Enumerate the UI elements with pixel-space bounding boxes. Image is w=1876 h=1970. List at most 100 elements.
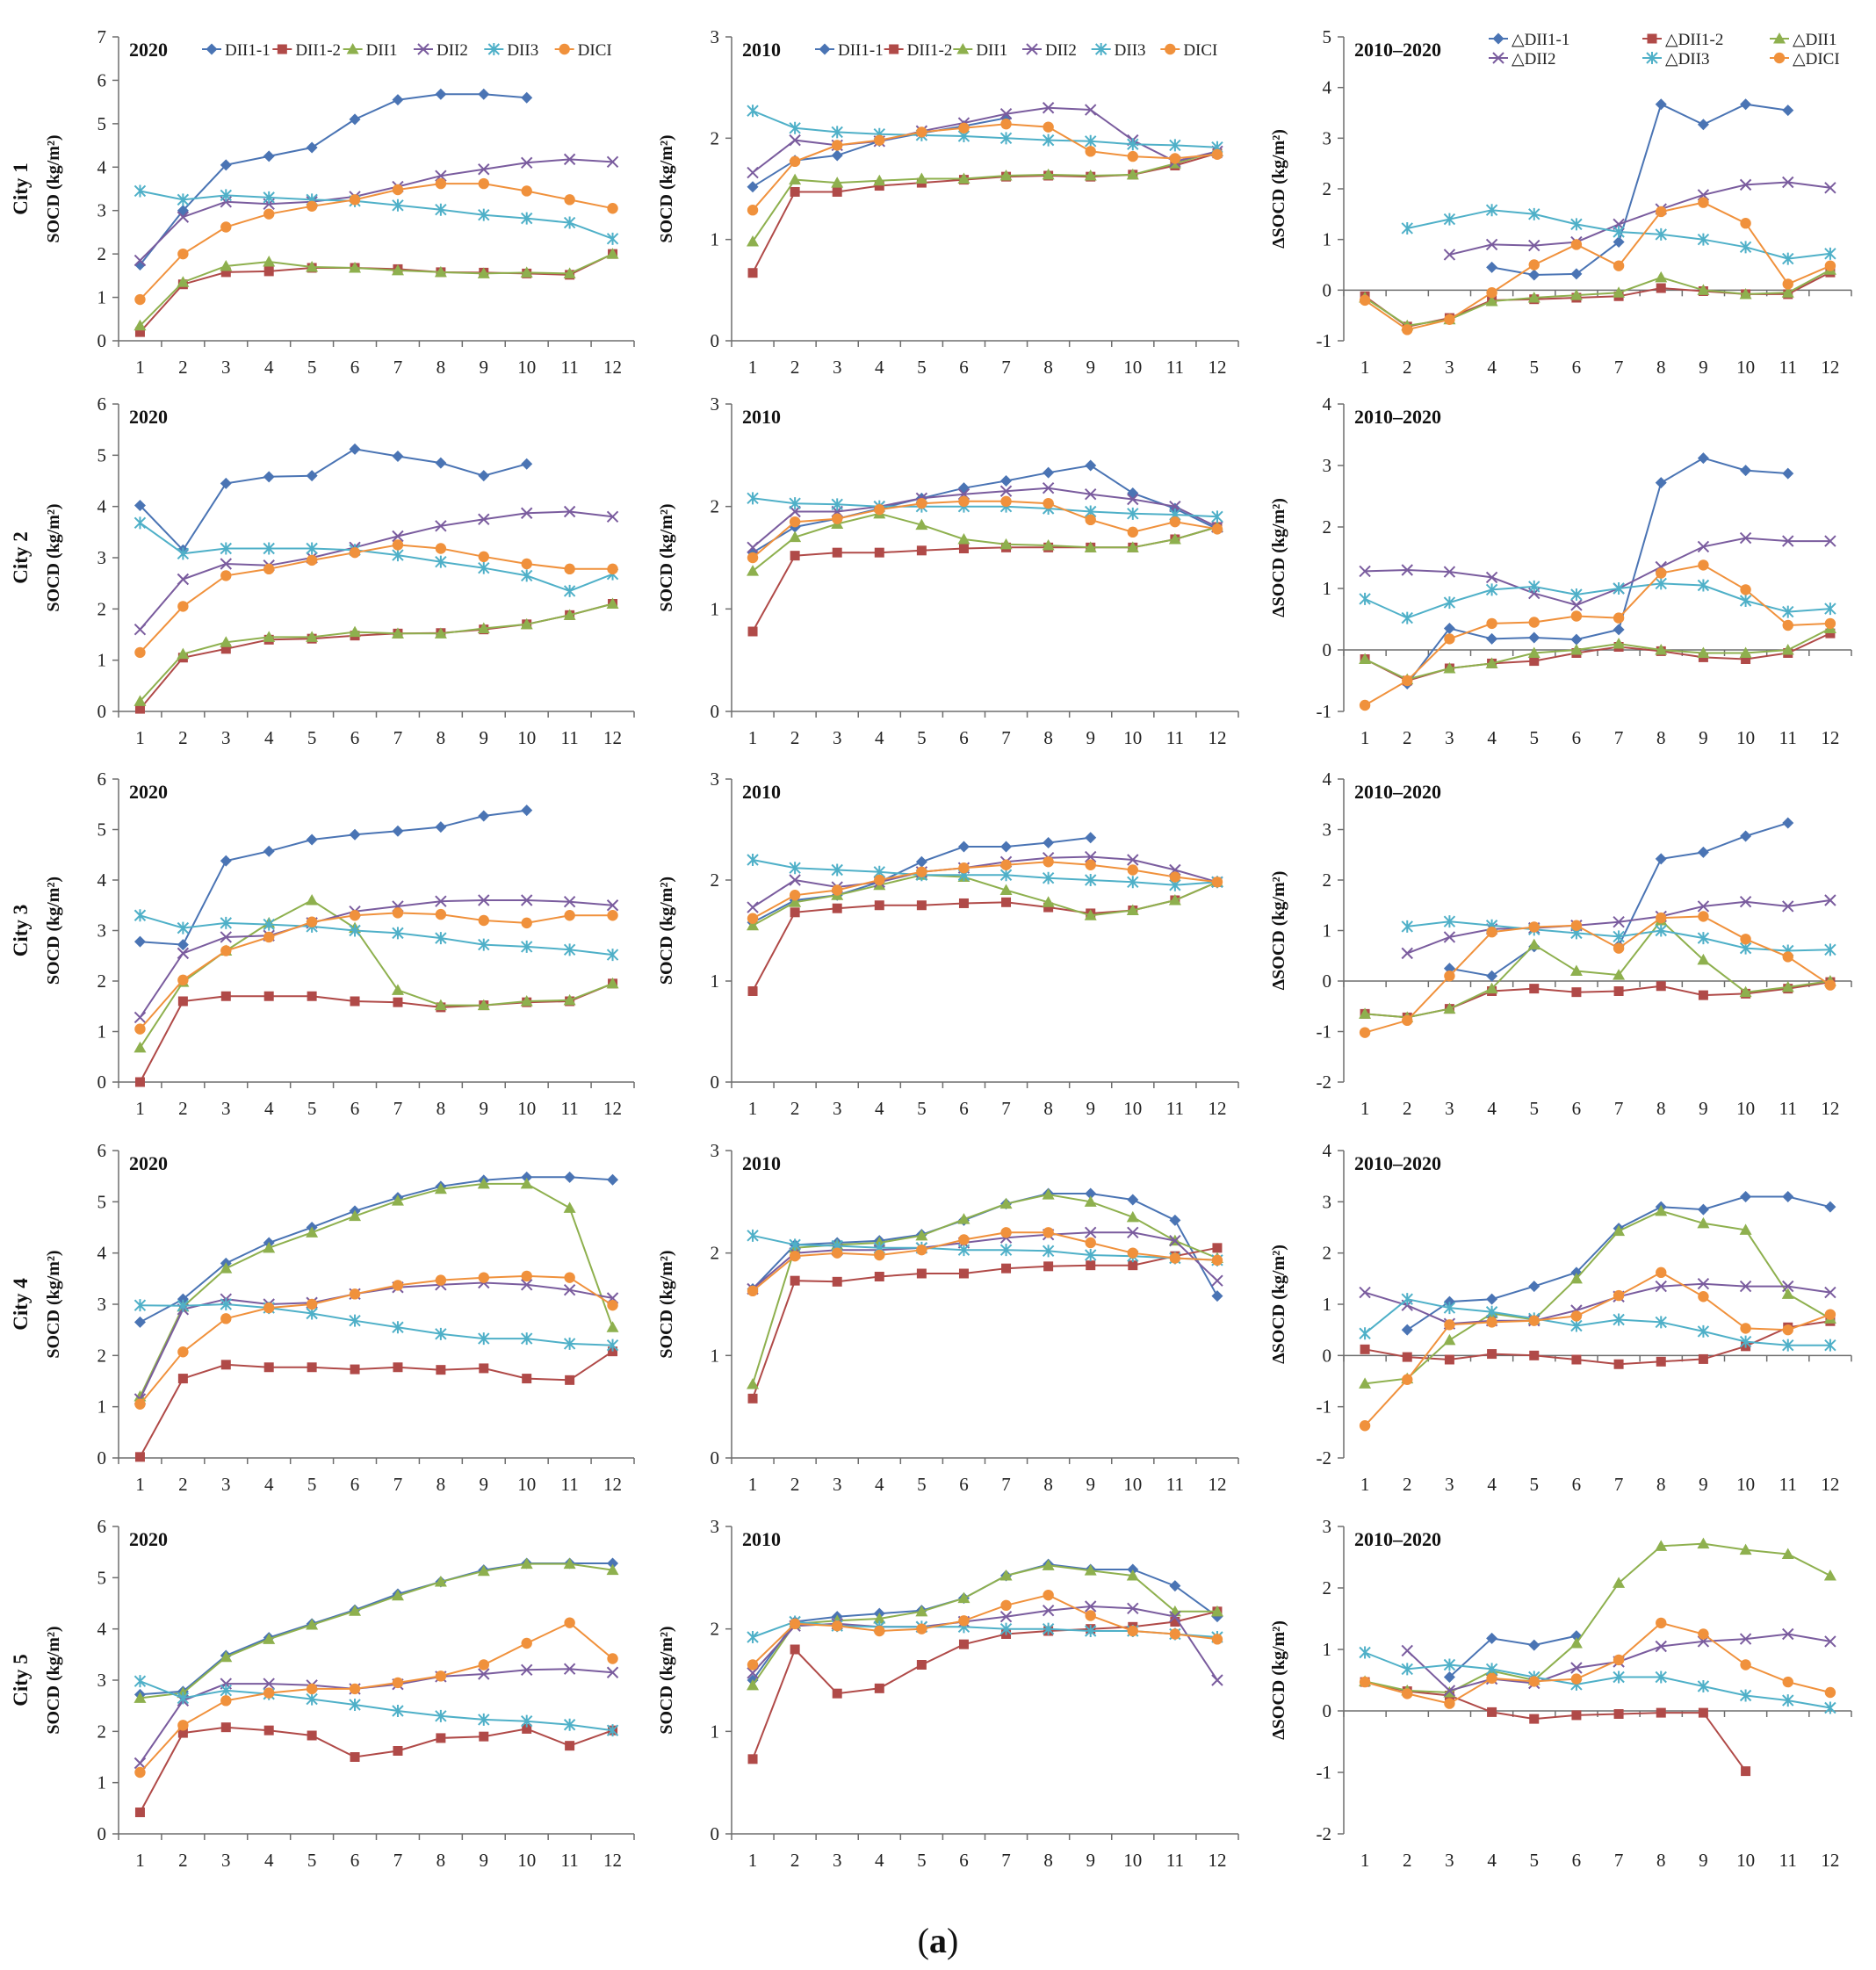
panel-3-3-point-DII1-2 (1529, 984, 1540, 994)
panel-2-1-ytick-label: 4 (97, 496, 107, 517)
panel-5-1-point-DII2 (263, 1678, 275, 1690)
panel-3-2-series-DII1 (747, 869, 1223, 931)
panel-5-1-series-DII1-2 (134, 1722, 618, 1817)
panel-2-1-xtick-label: 8 (437, 727, 446, 748)
panel-2-1-point-DICI (435, 543, 447, 554)
panel-2-2-point-DICI (958, 495, 970, 508)
panel-3-1-point-DICI (392, 907, 404, 919)
panel-1-3-point-DII2 (1739, 178, 1752, 191)
panel-1-3-point-DII3 (1613, 226, 1625, 239)
panel-1-2-point-DII1 (747, 235, 760, 247)
panel-5-1-point-DII1-1 (607, 1557, 619, 1570)
panel-2-1-point-DII1 (220, 636, 233, 647)
panel-4-1-line-DII1-1 (140, 1176, 613, 1324)
panel-2-1-point-DII1-1 (435, 457, 447, 469)
panel-2-2-xtick-label: 1 (748, 727, 758, 748)
panel-1-3-xtick-label: 9 (1699, 357, 1708, 378)
panel-3-2-point-DII3 (1042, 871, 1055, 884)
panel-5-1-series-DII1-1 (133, 1557, 619, 1700)
panel-1-2-ytick-label: 2 (711, 127, 720, 148)
panel-2-1-point-DII1-1 (478, 470, 490, 482)
panel-2-1-point-DII2 (133, 623, 147, 636)
panel-2-1-point-DII3 (177, 547, 190, 560)
panel-1-1-point-DII1 (263, 256, 276, 267)
panel-3-3-point-DII1-2 (1613, 986, 1624, 996)
panel-3-2-point-DII3 (747, 854, 759, 866)
panel-1-3-point-DII1 (1613, 286, 1626, 298)
panel-2-2-point-DICI (916, 497, 927, 509)
panel-4-1-point-DII1 (220, 1262, 233, 1274)
panel-1-1-point-DII1-1 (220, 159, 232, 171)
panel-1-2-xtick-label: 3 (833, 357, 842, 378)
panel-5-3-point-DII2 (1443, 1685, 1456, 1697)
panel-2-2-point-DII2 (1127, 493, 1139, 506)
panel-4-1-point-DII1-1 (133, 1316, 146, 1328)
panel-5-3-point-DII1-2 (1656, 1707, 1666, 1718)
panel-2-1-point-DII1 (434, 627, 447, 639)
panel-3-3-title: 2010–2020 (1354, 781, 1441, 803)
panel-4-2-point-DICI (789, 1250, 801, 1262)
panel-5-3-ytick-label: 1 (1323, 1639, 1332, 1660)
panel-5-2-point-DICI (1127, 1625, 1138, 1637)
panel-4-1-point-DII1-2 (522, 1374, 532, 1384)
panel-1-1-legend: DII1-1 DII1-2 DII1 DII2 DII3 DICI (202, 41, 612, 60)
panel-3-1-ytick-label: 1 (97, 1021, 107, 1043)
panel-3-3-point-DII1 (1527, 938, 1540, 950)
panel-3-1-ytick-label: 3 (97, 920, 107, 942)
panel-5-2-point-DICI (1043, 1589, 1054, 1601)
panel-4-1-point-DII3 (478, 1332, 490, 1346)
panel-5-3-point-DII3 (1655, 1671, 1667, 1684)
panel-1-2-series-DII2 (747, 102, 1223, 179)
panel-4-1-point-DII2 (521, 1279, 533, 1291)
panel-2-1-point-DII2 (392, 530, 404, 543)
panel-3-1-point-DII1-1 (478, 810, 490, 822)
panel-4-3-xtick-label: 8 (1656, 1474, 1666, 1495)
panel-1-2-xtick-label: 4 (875, 357, 884, 378)
panel-3-1-point-DII1-1 (133, 935, 146, 948)
panel-5-2-point-DII1 (1210, 1605, 1223, 1617)
panel-5-2-point-DICI (747, 1659, 759, 1671)
panel-1-1-point-DII3 (392, 198, 404, 212)
panel-3-3-point-DII1-1 (1443, 963, 1455, 975)
panel-5-3-point-DII1 (1697, 1537, 1710, 1549)
panel-4-1-row-label: City 4 (10, 1278, 32, 1331)
panel-3-2-point-DII1-1 (1043, 836, 1055, 848)
panel-4-2-line-DII2 (752, 1231, 1218, 1290)
panel-1-2-point-DII1 (873, 174, 886, 186)
panel-3-2-point-DII1 (999, 884, 1013, 895)
panel-5-1-point-DII1-2 (479, 1731, 489, 1742)
panel-3-3-point-DII1 (1485, 982, 1498, 994)
panel-5-3-point-DICI (1740, 1659, 1751, 1671)
panel-4-1-point-DICI (435, 1274, 447, 1286)
panel-5-1-series-DII2 (133, 1663, 619, 1770)
panel-4-1-point-DII1 (263, 1241, 276, 1253)
panel-1-1-point-DII2 (606, 155, 619, 169)
panel-5-3-line-DII1-1 (1448, 1634, 1577, 1678)
panel-1-1-point-DII2 (521, 156, 533, 170)
panel-1-1-point-DII3 (220, 189, 232, 202)
panel-1-2-point-DII1 (1042, 168, 1055, 180)
panel-2-1-point-DII2 (177, 573, 190, 586)
panel-2-2-point-DII1 (789, 530, 802, 543)
panel-1-3-point-DII1 (1697, 284, 1710, 295)
panel-5-3-point-DICI (1444, 1698, 1455, 1709)
panel-2-3-point-DII3 (1485, 583, 1498, 596)
panel-5-3-point-DII3 (1697, 1680, 1710, 1692)
panel-3-1-xtick-label: 2 (178, 1098, 188, 1119)
panel-4-2-line-DII1-2 (752, 1246, 1218, 1399)
panel-1-3-point-DII3 (1697, 233, 1710, 246)
panel-5-1-point-DII1-2 (307, 1730, 317, 1741)
panel-1-3-xtick-label: 3 (1445, 357, 1454, 378)
panel-2-1-xtick-label: 6 (350, 727, 360, 748)
panel-4-2-series-DICI (747, 1227, 1223, 1297)
panel-2-1-point-DII2 (521, 507, 533, 519)
panel-4-3-point-DICI (1782, 1324, 1793, 1336)
panel-5-1-point-DII3 (478, 1713, 490, 1726)
panel-2-1-point-DICI (134, 646, 146, 659)
panel-4-3-point-DII3 (1655, 1316, 1667, 1329)
panel-2-3-xtick-label: 6 (1572, 727, 1582, 748)
panel-5-3-point-DICI (1782, 1676, 1793, 1688)
